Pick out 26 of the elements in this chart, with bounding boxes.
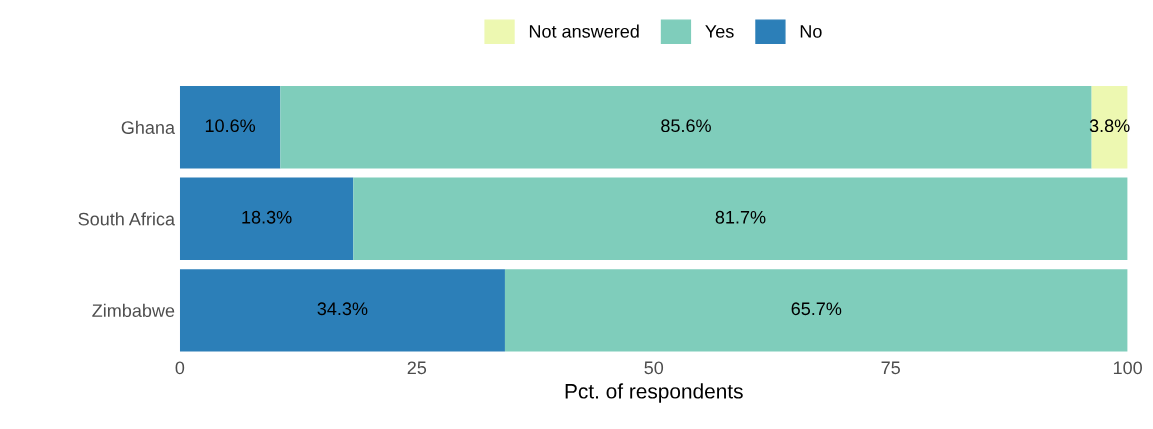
- x-tick-label: 100: [1113, 361, 1142, 375]
- data-label: 81.7%: [715, 210, 766, 224]
- legend-label: No: [800, 25, 822, 38]
- bar: [504, 269, 1128, 352]
- y-tick-label: South Africa: [78, 212, 176, 226]
- bar: [280, 86, 1092, 169]
- x-tick-label: 75: [881, 361, 900, 375]
- bar: [1091, 86, 1128, 169]
- data-label: 10.6%: [205, 119, 256, 133]
- legend-label: Yes: [705, 25, 734, 38]
- y-tick-label: Zimbabwe: [92, 303, 175, 318]
- x-tick-label: 50: [644, 361, 664, 375]
- data-label: 65.7%: [791, 302, 842, 316]
- x-axis-title: Pct. of respondents: [565, 383, 743, 403]
- legend-label: Not answered: [529, 24, 639, 38]
- x-tick-label: 0: [175, 361, 185, 375]
- bar: [179, 86, 281, 169]
- data-label: 3.8%: [1089, 119, 1130, 133]
- y-tick-label: Ghana: [121, 120, 176, 134]
- data-label: 34.3%: [317, 302, 368, 316]
- data-label: 18.3%: [242, 210, 292, 224]
- bar: [179, 269, 505, 352]
- data-label: 85.6%: [661, 119, 711, 133]
- bar: [353, 177, 1128, 260]
- bar: [179, 177, 354, 260]
- x-tick-label: 25: [407, 361, 427, 375]
